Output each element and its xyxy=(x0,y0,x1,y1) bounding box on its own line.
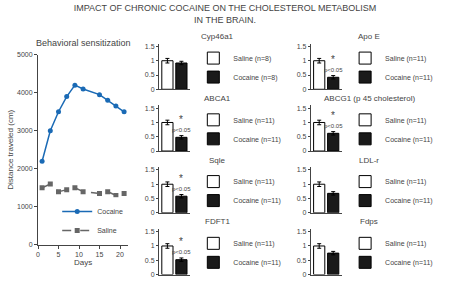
svg-text:Saline: Saline xyxy=(97,227,117,234)
svg-text:1.5: 1.5 xyxy=(145,166,155,173)
svg-text:Saline (n=11): Saline (n=11) xyxy=(385,240,426,248)
svg-text:4000: 4000 xyxy=(17,89,33,96)
svg-text:1.5: 1.5 xyxy=(297,43,307,50)
svg-text:p<0.05: p<0.05 xyxy=(324,67,343,73)
svg-text:Cocaine (n=11): Cocaine (n=11) xyxy=(233,259,281,267)
svg-text:Cyp46a1: Cyp46a1 xyxy=(201,32,234,41)
svg-text:1.5: 1.5 xyxy=(145,43,155,50)
svg-text:0: 0 xyxy=(302,271,306,278)
svg-text:0.5: 0.5 xyxy=(297,71,307,78)
svg-text:0: 0 xyxy=(29,241,33,248)
svg-text:1: 1 xyxy=(151,119,155,126)
svg-text:Cocaine (n=11): Cocaine (n=11) xyxy=(233,136,281,144)
svg-text:1: 1 xyxy=(302,242,306,249)
svg-text:ABCA1: ABCA1 xyxy=(204,94,231,103)
svg-text:1: 1 xyxy=(302,181,306,188)
svg-text:Cocaine (n=11): Cocaine (n=11) xyxy=(385,136,433,144)
svg-text:*: * xyxy=(179,236,183,247)
svg-text:*: * xyxy=(179,173,183,184)
svg-text:0: 0 xyxy=(302,86,306,93)
svg-text:2000: 2000 xyxy=(17,165,33,172)
svg-text:Fdps: Fdps xyxy=(360,217,378,226)
svg-text:0: 0 xyxy=(302,209,306,216)
svg-text:FDFT1: FDFT1 xyxy=(205,217,230,226)
svg-text:0.5: 0.5 xyxy=(145,195,155,202)
svg-text:1: 1 xyxy=(151,57,155,64)
svg-text:0.5: 0.5 xyxy=(145,133,155,140)
svg-text:Saline (n=11): Saline (n=11) xyxy=(233,178,274,186)
svg-text:Saline (n=11): Saline (n=11) xyxy=(233,117,274,125)
svg-text:*: * xyxy=(331,110,335,121)
svg-text:Behavioral sensitization: Behavioral sensitization xyxy=(36,38,131,48)
svg-text:Apo E: Apo E xyxy=(358,32,380,41)
svg-text:Saline (n=11): Saline (n=11) xyxy=(233,240,274,248)
svg-text:Saline (n=11): Saline (n=11) xyxy=(385,117,426,125)
svg-text:p<0.05: p<0.05 xyxy=(172,186,191,192)
svg-text:1: 1 xyxy=(151,242,155,249)
svg-text:IMPACT OF CHRONIC COCAINE ON T: IMPACT OF CHRONIC COCAINE ON THE CHOLEST… xyxy=(74,3,377,25)
svg-text:LDL-r: LDL-r xyxy=(359,156,379,165)
svg-text:ABCG1 (p 45 cholesterol): ABCG1 (p 45 cholesterol) xyxy=(324,94,415,103)
svg-text:0.5: 0.5 xyxy=(297,133,307,140)
svg-text:1.5: 1.5 xyxy=(145,228,155,235)
svg-text:1: 1 xyxy=(302,119,306,126)
svg-text:0: 0 xyxy=(151,209,155,216)
svg-text:0.5: 0.5 xyxy=(145,71,155,78)
svg-text:Cocaine (n=11): Cocaine (n=11) xyxy=(385,197,433,205)
svg-text:0: 0 xyxy=(151,147,155,154)
svg-text:5: 5 xyxy=(57,251,61,258)
svg-text:1.5: 1.5 xyxy=(297,105,307,112)
svg-text:3000: 3000 xyxy=(17,127,33,134)
svg-text:0.5: 0.5 xyxy=(297,257,307,264)
svg-text:*: * xyxy=(331,54,335,65)
svg-text:0: 0 xyxy=(302,147,306,154)
svg-text:0: 0 xyxy=(151,86,155,93)
svg-text:0.5: 0.5 xyxy=(145,257,155,264)
svg-text:Days: Days xyxy=(74,258,92,267)
svg-text:1000: 1000 xyxy=(17,203,33,210)
svg-text:0: 0 xyxy=(36,251,40,258)
svg-text:p<0.05: p<0.05 xyxy=(172,127,191,133)
svg-text:0.5: 0.5 xyxy=(297,195,307,202)
svg-text:Saline (n=11): Saline (n=11) xyxy=(385,178,426,186)
svg-text:Cocaine (n=11): Cocaine (n=11) xyxy=(385,74,433,82)
svg-text:Sqle: Sqle xyxy=(209,156,226,165)
svg-text:10: 10 xyxy=(75,251,83,258)
svg-text:Saline (n=11): Saline (n=11) xyxy=(385,55,426,63)
svg-text:Cocaine (n=8): Cocaine (n=8) xyxy=(233,74,277,82)
svg-text:p<0.05: p<0.05 xyxy=(324,123,343,129)
svg-text:Cocaine (n=11): Cocaine (n=11) xyxy=(233,197,281,205)
svg-text:5000: 5000 xyxy=(17,51,33,58)
svg-text:1.5: 1.5 xyxy=(297,228,307,235)
svg-text:20: 20 xyxy=(116,251,124,258)
svg-text:1.5: 1.5 xyxy=(145,105,155,112)
svg-text:Distance traveled (cm): Distance traveled (cm) xyxy=(6,109,15,189)
svg-text:*: * xyxy=(179,114,183,125)
svg-text:0: 0 xyxy=(151,271,155,278)
svg-text:p<0.05: p<0.05 xyxy=(172,249,191,255)
svg-text:15: 15 xyxy=(96,251,104,258)
svg-text:Saline (n=8): Saline (n=8) xyxy=(233,55,271,63)
svg-text:1: 1 xyxy=(151,181,155,188)
svg-text:1.5: 1.5 xyxy=(297,166,307,173)
svg-text:Cocaine: Cocaine xyxy=(97,208,123,215)
svg-text:Cocaine (n=11): Cocaine (n=11) xyxy=(385,259,433,267)
svg-text:1: 1 xyxy=(302,57,306,64)
